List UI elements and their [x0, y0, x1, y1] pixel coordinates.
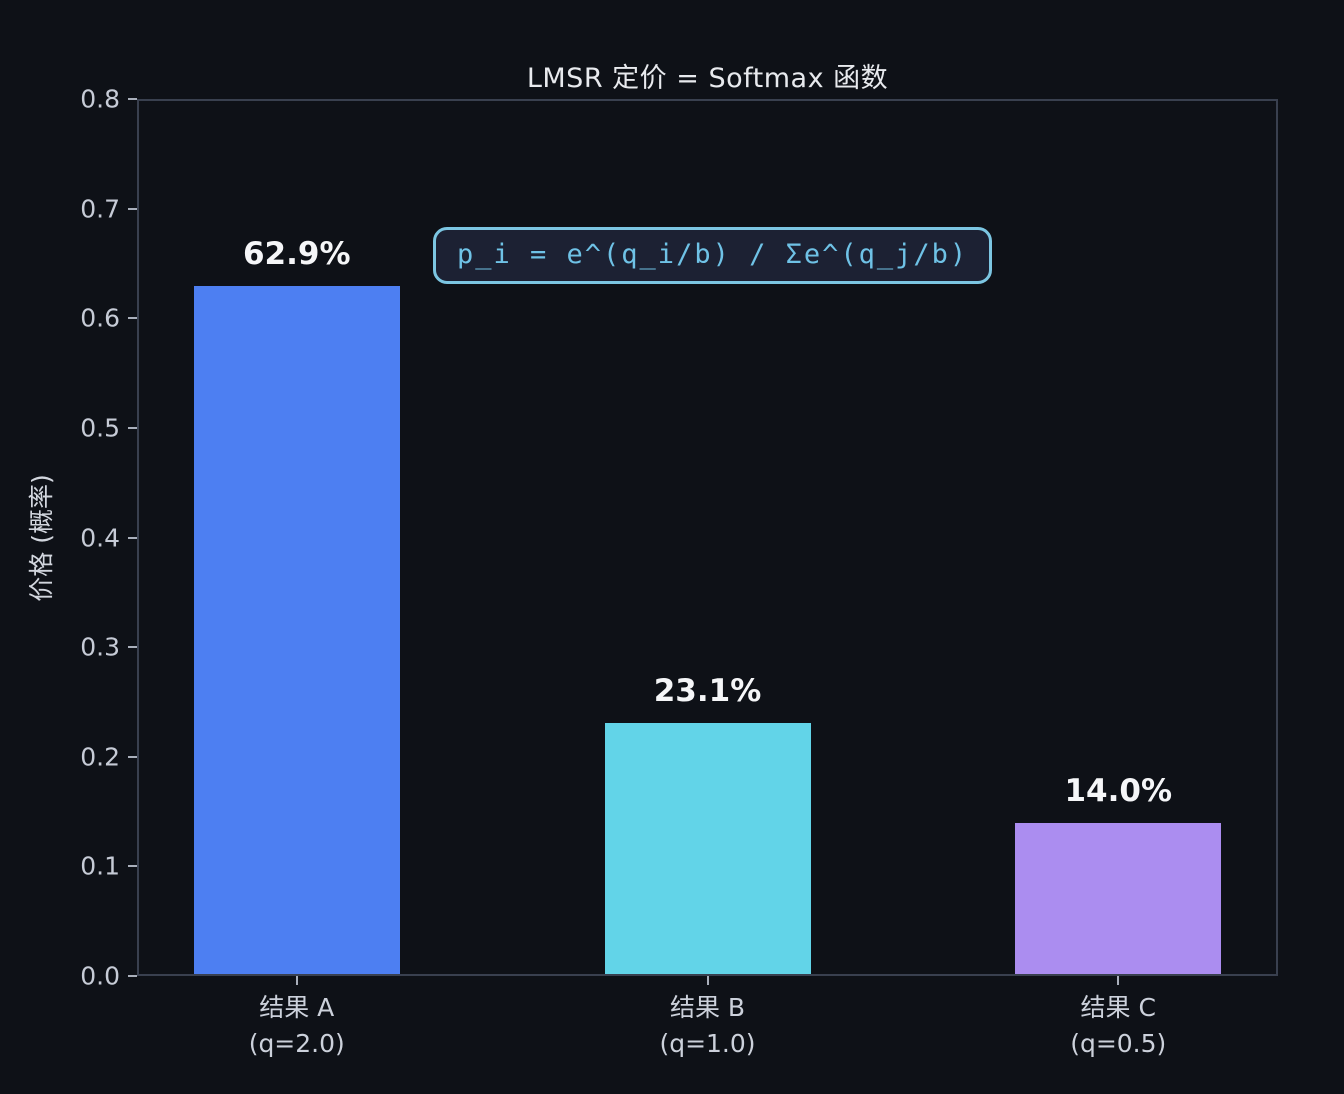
y-tick-mark — [128, 536, 137, 539]
y-tick-label: 0.7 — [80, 194, 120, 224]
y-tick-label: 0.8 — [80, 84, 120, 114]
x-tick-mark — [706, 976, 709, 985]
y-axis-label: 价格 (概率) — [27, 474, 56, 602]
x-tick-label: 结果 C (q=0.5) — [988, 990, 1248, 1063]
bar-value-label: 23.1% — [653, 672, 762, 709]
x-tick-label-quantity: (q=1.0) — [659, 1029, 756, 1059]
y-tick-mark — [128, 98, 137, 100]
bar-value-label: 14.0% — [1064, 772, 1173, 809]
y-tick-mark — [128, 755, 137, 758]
x-tick-label: 结果 B (q=1.0) — [578, 990, 838, 1063]
bar — [1015, 822, 1222, 974]
x-tick-label-quantity: (q=2.0) — [248, 1029, 345, 1059]
y-tick-mark — [128, 426, 137, 429]
x-tick-mark — [1117, 976, 1120, 985]
y-tick-label: 0.5 — [80, 413, 120, 443]
y-tick-label: 0.0 — [80, 961, 120, 991]
formula-annotation: p_i = e^(q_i/b) / Σe^(q_j/b) — [433, 227, 993, 284]
plot-area — [137, 99, 1278, 976]
y-tick-label: 0.1 — [80, 851, 120, 881]
x-tick-label-category: 结果 A — [259, 993, 335, 1022]
y-tick-label: 0.3 — [80, 632, 120, 662]
y-tick-label: 0.2 — [80, 742, 120, 772]
bar — [193, 286, 400, 974]
y-tick-mark — [128, 317, 137, 320]
y-tick-mark — [128, 207, 137, 210]
x-tick-label-quantity: (q=0.5) — [1070, 1029, 1167, 1059]
chart-title: LMSR 定价 = Softmax 函数 — [526, 63, 889, 94]
y-tick-mark — [128, 865, 137, 868]
x-tick-label: 结果 A (q=2.0) — [167, 990, 427, 1063]
y-tick-label: 0.6 — [80, 303, 120, 333]
x-tick-label-category: 结果 C — [1080, 993, 1156, 1022]
x-tick-label-category: 结果 B — [669, 993, 746, 1022]
y-tick-mark — [128, 975, 137, 977]
bar — [604, 722, 811, 974]
y-tick-label: 0.4 — [80, 523, 120, 552]
bar-value-label: 62.9% — [242, 236, 351, 273]
x-tick-mark — [295, 976, 298, 985]
y-tick-mark — [128, 646, 137, 649]
